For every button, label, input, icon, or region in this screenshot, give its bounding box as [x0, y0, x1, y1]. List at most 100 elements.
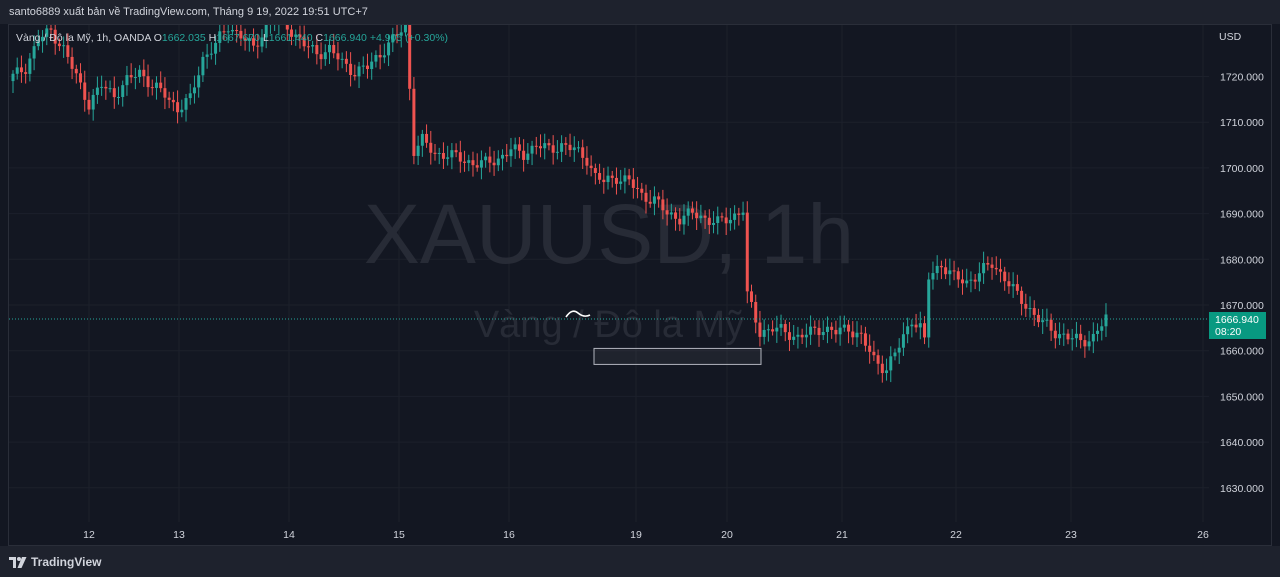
candle-body	[192, 87, 196, 94]
candle-body	[382, 55, 386, 58]
low-label: L	[262, 32, 269, 44]
close-label: C	[315, 32, 324, 44]
y-tick-label: 1650.000	[1220, 391, 1264, 403]
x-tick-label: 20	[721, 529, 733, 541]
candle-body	[534, 145, 538, 147]
candle-body	[62, 45, 66, 47]
candle-body	[935, 265, 939, 274]
candle-body	[100, 86, 104, 88]
candle-body	[1041, 320, 1045, 323]
candle-body	[555, 151, 559, 153]
candle-body	[927, 279, 931, 338]
candle-body	[876, 355, 880, 364]
candle-body	[353, 75, 357, 77]
candle-body	[606, 175, 610, 183]
candle-body	[787, 332, 791, 340]
candle-body	[1070, 338, 1074, 340]
candle-body	[260, 37, 264, 47]
candle-body	[378, 55, 382, 58]
y-axis[interactable]: 1720.000 1710.000 1700.000 1690.000 1680.000…	[1220, 72, 1264, 495]
candle-body	[652, 196, 656, 204]
candle-body	[433, 152, 437, 154]
candle-body	[859, 332, 863, 334]
candle-body	[49, 28, 53, 30]
candle-body	[285, 25, 289, 30]
candle-body	[825, 326, 829, 332]
candle-body	[463, 161, 467, 163]
candle-body	[28, 58, 32, 74]
candle-body	[290, 29, 294, 37]
candle-body	[939, 265, 943, 268]
candle-body	[446, 157, 450, 159]
chart-frame[interactable]: XAUUSD, 1h Vàng / Đô la Mỹ USD 1720.000 1…	[8, 24, 1272, 546]
candle-body	[226, 31, 230, 33]
candle-body	[821, 331, 825, 336]
candle-body	[129, 75, 133, 78]
candle-body	[636, 187, 640, 189]
top-bar: santo6889 xuất bản về TradingView.com, T…	[0, 0, 1280, 24]
change-value: +4.905 (+0.30%)	[369, 32, 449, 44]
candle-body	[163, 88, 167, 98]
candle-body	[328, 44, 331, 53]
candle-body	[572, 147, 576, 151]
symbol-description: Vàng / Đô la Mỹ, 1h, OANDA	[16, 32, 151, 44]
candle-body	[665, 210, 669, 215]
candle-body	[492, 162, 496, 166]
candle-body	[530, 145, 534, 154]
candle-body	[1074, 333, 1078, 339]
x-tick-label: 13	[173, 529, 185, 541]
candle-body	[458, 152, 462, 162]
candle-body	[70, 56, 74, 69]
candle-body	[146, 76, 150, 88]
x-tick-label: 23	[1065, 529, 1077, 541]
candle-body	[1045, 319, 1049, 321]
candle-body	[454, 150, 458, 153]
x-tick-label: 12	[83, 529, 95, 541]
candle-body	[399, 32, 403, 36]
candle-body	[184, 98, 188, 110]
candle-body	[526, 153, 530, 160]
candle-body	[104, 86, 108, 89]
candle-body	[479, 160, 483, 168]
candle-body	[205, 54, 209, 57]
candle-body	[403, 25, 407, 33]
candle-body	[117, 96, 120, 98]
candle-body	[885, 370, 889, 374]
tradingview-logo[interactable]: TradingView	[9, 555, 101, 569]
candle-body	[581, 147, 585, 158]
candle-body	[678, 218, 682, 225]
candle-body	[150, 87, 154, 89]
candle-body	[931, 273, 935, 280]
candle-body	[737, 213, 741, 215]
candle-body	[994, 267, 998, 270]
candle-body	[374, 55, 378, 62]
x-tick-label: 26	[1197, 529, 1209, 541]
candle-body	[1087, 341, 1091, 347]
candle-body	[686, 208, 690, 216]
open-label: O	[153, 32, 162, 44]
candle-body	[585, 157, 589, 166]
candle-body	[1011, 284, 1015, 287]
candle-body	[1066, 333, 1070, 340]
brand-name: TradingView	[31, 555, 102, 569]
candle-body	[669, 212, 673, 215]
candle-body	[408, 25, 412, 89]
candle-body	[387, 42, 391, 56]
x-axis[interactable]: 12 13 14 15 16 19 20 21 22 23 26	[83, 529, 1209, 541]
y-tick-label: 1710.000	[1220, 117, 1264, 129]
candle-body	[733, 213, 737, 220]
candle-body	[863, 333, 867, 346]
candle-body	[699, 215, 703, 219]
candle-body	[32, 46, 36, 59]
candle-body	[176, 102, 180, 113]
candle-body	[977, 273, 981, 282]
annotations[interactable]	[565, 310, 762, 365]
candle-body	[180, 109, 184, 113]
candle-body	[188, 93, 192, 99]
candle-body	[593, 168, 597, 174]
candle-body	[247, 38, 251, 41]
chart-canvas[interactable]: XAUUSD, 1h Vàng / Đô la Mỹ USD 1720.0001…	[9, 25, 1273, 547]
candle-body	[416, 145, 420, 156]
candle-body	[239, 30, 243, 39]
watermark-symbol: XAUUSD, 1h	[364, 187, 854, 281]
